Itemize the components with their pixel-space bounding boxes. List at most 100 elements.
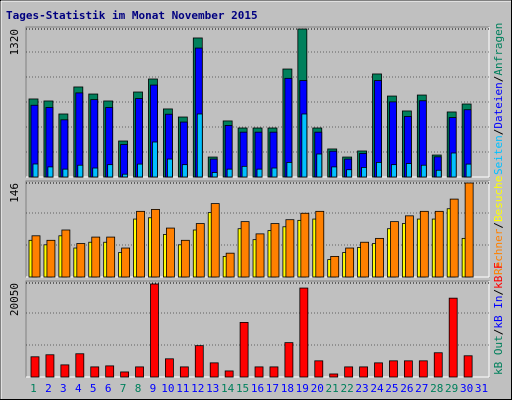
bar: [346, 169, 353, 178]
bar: [194, 345, 204, 378]
x-tick-label: 14: [221, 382, 235, 395]
bar: [419, 210, 429, 278]
bar: [209, 362, 219, 378]
bar: [420, 164, 427, 178]
x-tick-label: 7: [120, 382, 127, 395]
bar: [285, 219, 295, 278]
bar: [47, 166, 54, 178]
bar: [286, 162, 293, 178]
x-tick-label: 21: [326, 382, 339, 395]
bar: [301, 113, 308, 178]
bar: [120, 371, 130, 378]
bar: [181, 164, 188, 178]
bar: [136, 210, 145, 278]
bar: [106, 236, 116, 278]
bar: [150, 283, 159, 378]
bar: [449, 198, 459, 278]
bar: [32, 163, 39, 178]
x-tick-label: 3: [60, 382, 67, 395]
bar: [135, 366, 144, 378]
bar: [92, 167, 99, 178]
bar: [330, 255, 340, 278]
bar: [374, 362, 383, 378]
x-tick-label: 25: [385, 382, 398, 395]
bar: [166, 227, 175, 278]
bar: [46, 239, 56, 278]
x-tick-label: 9: [150, 382, 157, 395]
legend-entry: Rechner: [492, 228, 505, 275]
bar: [433, 352, 443, 378]
bar: [210, 203, 220, 278]
x-tick-label: 24: [370, 382, 384, 395]
bar: [167, 158, 173, 178]
bar: [30, 356, 40, 378]
legend-separator: /: [492, 329, 505, 336]
x-tick-label: 5: [90, 382, 97, 395]
x-tick-label: 2: [45, 382, 52, 395]
bar: [60, 119, 69, 178]
bar: [75, 353, 85, 378]
bar: [376, 162, 382, 178]
bar: [418, 360, 428, 378]
legend: Seiten/Dateien/Anfragen: [492, 23, 505, 175]
bar: [31, 235, 41, 278]
bar: [450, 152, 457, 178]
x-tick-label: 31: [475, 382, 488, 395]
x-tick-label: 28: [430, 382, 443, 395]
x-tick-label: 22: [340, 382, 353, 395]
x-tick-label: 19: [296, 382, 309, 395]
bar: [137, 163, 143, 178]
legend-separator: /: [492, 129, 505, 136]
legend: kB Out/kB In/kB F: [492, 262, 505, 375]
bar: [152, 141, 158, 178]
x-tick-label: 17: [266, 382, 279, 395]
legend-entry: Dateien: [492, 82, 505, 128]
bar: [299, 287, 309, 378]
x-tick-label: 23: [355, 382, 368, 395]
bar: [151, 208, 160, 278]
x-tick-label: 20: [311, 382, 324, 395]
y-tick-label: 146: [8, 183, 21, 203]
bar: [300, 212, 310, 278]
y-tick-label: 1320: [8, 29, 21, 56]
x-tick-label: 6: [105, 382, 112, 395]
legend-entry: kB In: [492, 296, 505, 329]
bar: [403, 360, 413, 378]
bar: [196, 113, 203, 178]
x-tick-label: 11: [176, 382, 189, 395]
legend-separator: /: [492, 76, 505, 83]
bar: [284, 342, 294, 378]
bar: [180, 239, 190, 278]
bar: [270, 223, 280, 278]
bar: [316, 153, 323, 178]
bar: [360, 241, 369, 278]
bar: [344, 366, 354, 378]
x-tick-label: 29: [445, 382, 458, 395]
bar: [195, 223, 205, 278]
x-tick-label: 10: [161, 382, 174, 395]
bar: [404, 215, 414, 278]
bar: [405, 163, 412, 178]
bar: [179, 366, 189, 378]
bar: [375, 237, 384, 278]
bar: [76, 243, 86, 278]
bar: [391, 164, 397, 178]
bar: [361, 167, 367, 178]
legend-entry: kB Out: [492, 335, 505, 375]
bar: [225, 252, 235, 278]
x-tick-label: 15: [236, 382, 249, 395]
x-tick-label: 4: [75, 382, 82, 395]
bar: [211, 172, 218, 178]
bar: [122, 173, 129, 178]
bar: [331, 166, 338, 178]
bar: [239, 322, 249, 378]
bar: [465, 163, 472, 178]
bar: [105, 365, 115, 378]
bar: [107, 164, 114, 178]
y-tick-label: 20050: [8, 283, 21, 316]
bar: [121, 247, 131, 278]
legend-entry: Seiten: [492, 135, 505, 175]
bar: [359, 366, 368, 378]
bar: [240, 221, 250, 278]
bar: [329, 373, 339, 378]
